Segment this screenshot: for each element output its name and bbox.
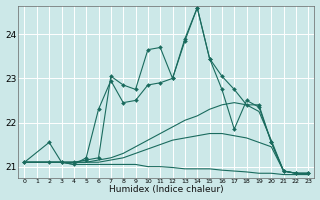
X-axis label: Humidex (Indice chaleur): Humidex (Indice chaleur) [109,185,224,194]
